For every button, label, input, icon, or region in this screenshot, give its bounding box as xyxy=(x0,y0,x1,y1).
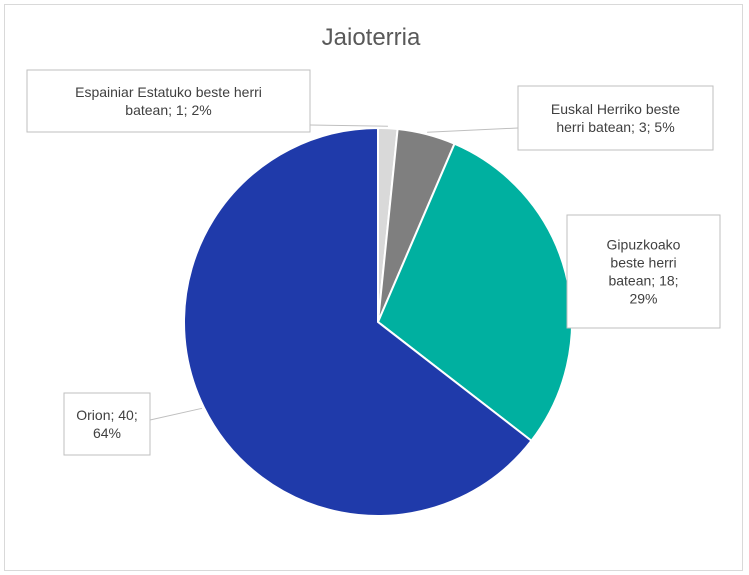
data-label-box-1 xyxy=(517,85,714,151)
leader-line-3 xyxy=(149,407,203,421)
data-label-2-line-1: beste herri xyxy=(610,255,676,271)
pie-slice-3 xyxy=(183,126,533,517)
data-label-box-0 xyxy=(26,69,311,133)
pie-slice-2 xyxy=(376,142,573,443)
data-label-0-line-1: batean; 1; 2% xyxy=(125,102,211,118)
leader-line-0 xyxy=(309,124,388,127)
data-label-2-line-0: Gipuzkoako xyxy=(607,237,681,253)
data-label-2-line-2: batean; 18; xyxy=(608,273,678,289)
data-label-box-3 xyxy=(63,392,151,456)
data-labels: Espainiar Estatuko beste herri batean; 1;… xyxy=(26,69,721,456)
data-label-box-2 xyxy=(566,214,721,329)
data-label-0-line-0: Espainiar Estatuko beste herri xyxy=(75,84,262,100)
data-label-3-line-0: Orion; 40; xyxy=(76,407,137,423)
chart-title: Jaioterria xyxy=(322,24,421,51)
data-label-1-line-1: herri batean; 3; 5% xyxy=(556,119,674,135)
data-label-1-line-0: Euskal Herriko beste xyxy=(551,101,680,117)
data-label-3-line-1: 64% xyxy=(93,425,121,441)
leader-line-1 xyxy=(427,127,519,133)
data-label-2-line-3: 29% xyxy=(629,291,657,307)
pie-slices xyxy=(183,126,573,517)
